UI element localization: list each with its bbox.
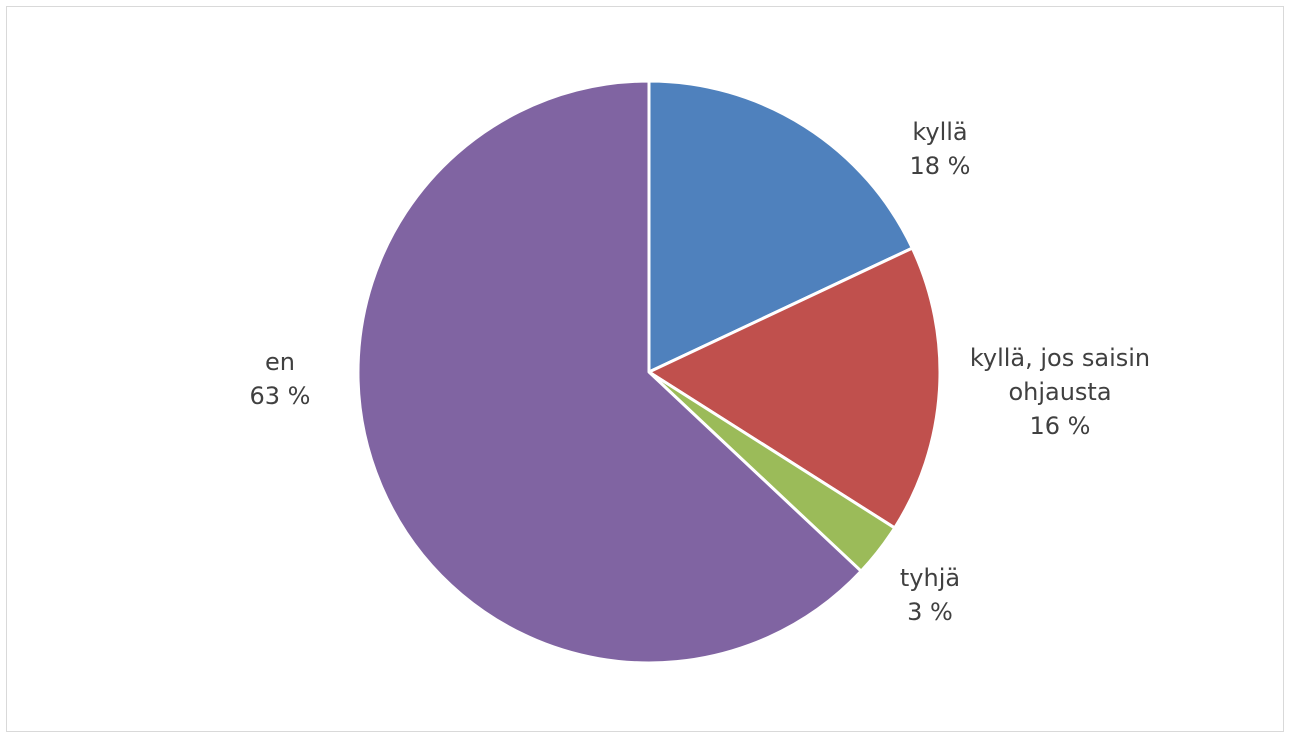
data-label-category: kyllä, jos saisin (970, 344, 1150, 372)
pie-slice-1 (647, 79, 914, 374)
data-label-value: 16 % (1030, 412, 1091, 440)
data-labels: kyllä 18 % kyllä, jos saisin ohjausta 16 % ty… (250, 118, 1151, 626)
data-label-category: tyhjä (900, 564, 960, 592)
data-label-category: ohjausta (1008, 378, 1111, 406)
data-label-category: kyllä (912, 118, 967, 146)
data-label-3: tyhjä 3 % (900, 564, 960, 626)
pie-slice-2 (647, 246, 942, 530)
data-label-4: en 63 % (250, 348, 311, 410)
pie-slices (356, 79, 942, 665)
data-label-value: 3 % (907, 598, 953, 626)
data-label-value: 18 % (910, 152, 971, 180)
data-label-category: en (265, 348, 295, 376)
data-label-value: 63 % (250, 382, 311, 410)
data-label-2: kyllä, jos saisin ohjausta 16 % (970, 344, 1150, 440)
data-label-1: kyllä 18 % (910, 118, 971, 180)
pie-slice-4 (356, 79, 863, 665)
